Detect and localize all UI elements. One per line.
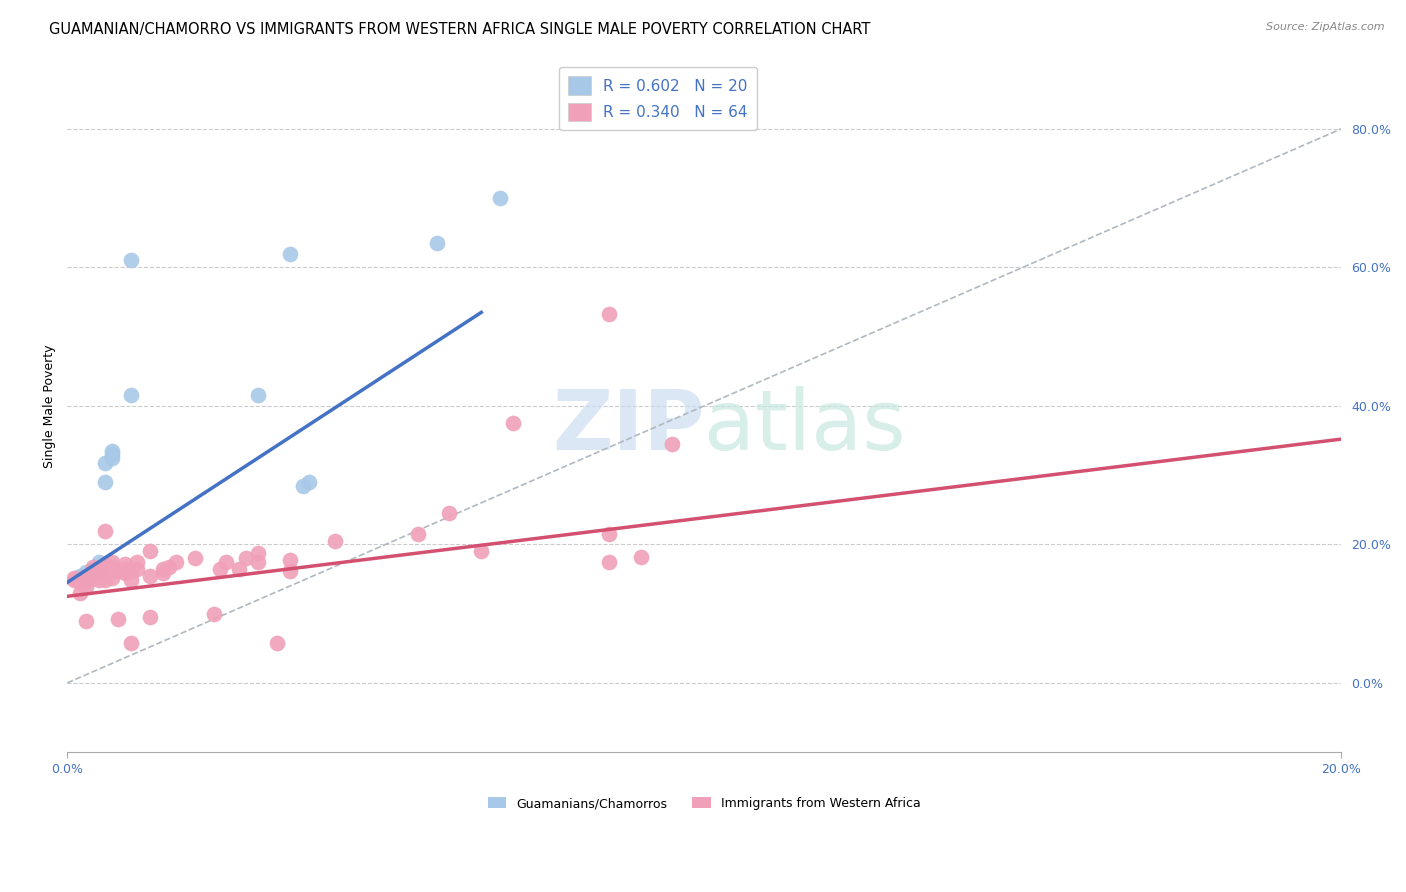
Text: atlas: atlas [704,386,905,467]
Point [94,557,117,571]
Y-axis label: Single Male Poverty: Single Male Poverty [44,344,56,467]
Point [598,308,620,322]
Point [107,612,129,626]
Point [69,575,91,590]
Point [75,565,97,579]
Point [75,580,97,594]
Point [75,568,97,582]
Point [278,246,301,260]
Point [120,388,142,402]
Point [247,546,270,560]
Point [661,437,683,451]
Point [202,607,225,621]
Point [247,555,270,569]
Point [87,555,110,569]
Point [120,253,142,268]
Point [94,564,117,578]
Point [87,568,110,582]
Point [82,566,104,581]
Point [94,475,117,489]
Point [114,557,136,571]
Point [278,552,301,566]
Point [139,544,162,558]
Point [598,555,620,569]
Point [120,636,142,650]
Point [69,586,91,600]
Point [266,636,288,650]
Point [101,564,124,578]
Point [426,236,449,251]
Point [82,559,104,574]
Point [323,533,346,548]
Point [94,574,117,588]
Point [209,561,232,575]
Point [215,555,238,569]
Point [114,566,136,581]
Point [406,527,429,541]
Point [101,555,124,569]
Point [139,610,162,624]
Text: ZIP: ZIP [551,386,704,467]
Point [87,565,110,579]
Point [94,566,117,581]
Point [598,527,620,541]
Point [62,571,84,585]
Point [82,566,104,581]
Point [69,568,91,582]
Point [75,614,97,628]
Point [235,551,257,566]
Point [247,388,270,402]
Point [114,561,136,575]
Point [107,564,129,578]
Point [82,571,104,585]
Point [101,443,124,458]
Point [75,572,97,586]
Point [62,574,84,588]
Point [228,561,250,575]
Point [127,561,149,575]
Text: Source: ZipAtlas.com: Source: ZipAtlas.com [1267,22,1385,32]
Point [127,555,149,569]
Point [291,478,314,492]
Point [152,561,174,575]
Point [298,475,321,489]
Point [157,559,180,574]
Point [75,575,97,590]
Text: GUAMANIAN/CHAMORRO VS IMMIGRANTS FROM WESTERN AFRICA SINGLE MALE POVERTY CORRELA: GUAMANIAN/CHAMORRO VS IMMIGRANTS FROM WE… [49,22,870,37]
Point [183,551,205,566]
Point [101,450,124,465]
Point [101,571,124,585]
Point [152,566,174,581]
Point [82,564,104,578]
Point [489,191,512,205]
Point [502,416,524,430]
Point [94,456,117,470]
Point [120,574,142,588]
Point [139,568,162,582]
Point [101,447,124,461]
Point [165,555,187,569]
Point [87,561,110,575]
Point [278,564,301,578]
Legend: Guamanians/Chamorros, Immigrants from Western Africa: Guamanians/Chamorros, Immigrants from We… [482,792,927,815]
Point [101,559,124,574]
Point [94,524,117,538]
Point [87,568,110,582]
Point [87,574,110,588]
Point [87,564,110,578]
Point [120,564,142,578]
Point [439,506,461,520]
Point [630,549,652,564]
Point [470,544,492,558]
Point [82,561,104,575]
